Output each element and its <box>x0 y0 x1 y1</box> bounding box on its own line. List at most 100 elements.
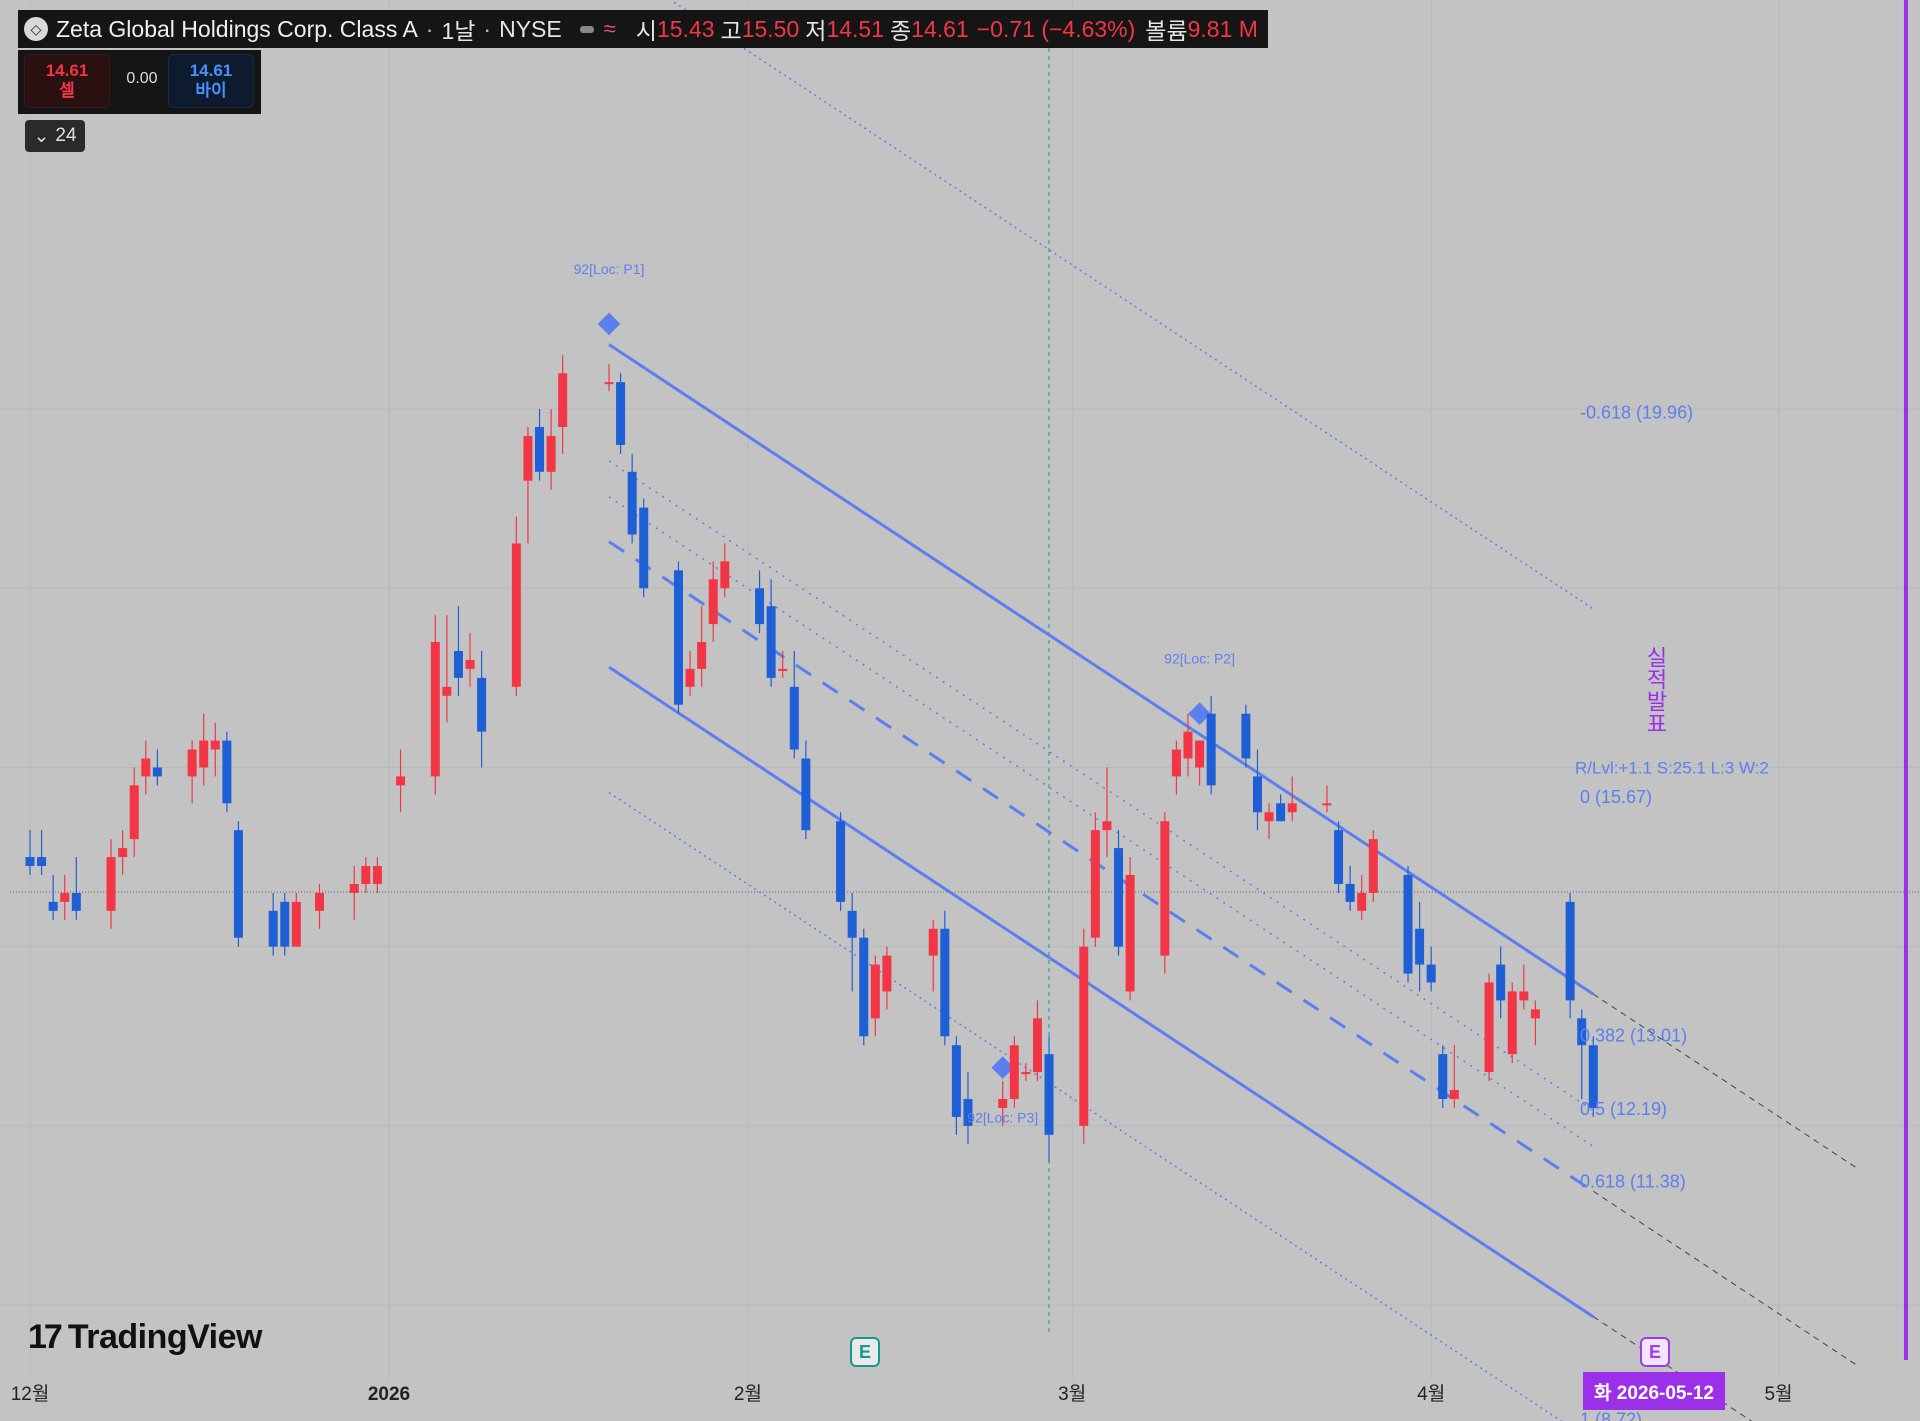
sell-button[interactable]: 14.61 셀 <box>24 54 110 108</box>
candle-body <box>685 668 695 687</box>
candle <box>1125 857 1135 1001</box>
candle-body <box>1009 1045 1019 1099</box>
candle <box>129 767 139 858</box>
tradingview-wordmark: TradingView <box>67 1318 263 1356</box>
candle-body <box>372 866 382 884</box>
channel-lower <box>608 665 1595 1318</box>
candle-body <box>720 561 730 589</box>
earnings-future-icon[interactable]: E <box>1640 1337 1670 1367</box>
tradingview-logo: 17 TradingView <box>28 1318 262 1357</box>
exchange-label: NYSE <box>499 15 562 42</box>
candle-body <box>1334 830 1344 884</box>
open-label: 시 <box>635 18 657 44</box>
candle-body <box>1403 874 1413 974</box>
candle-body <box>1090 830 1100 938</box>
candle <box>720 543 730 598</box>
channel-upper <box>608 343 1595 996</box>
candle <box>1079 928 1089 1144</box>
candle-body <box>1102 821 1112 831</box>
candle <box>847 892 857 992</box>
buy-label: 바이 <box>195 81 227 100</box>
candle <box>1530 1000 1540 1046</box>
candle <box>1484 973 1494 1082</box>
candle-body <box>187 749 197 777</box>
candle <box>118 830 128 875</box>
fib-level-label: -0.618 (19.96) <box>1580 403 1693 423</box>
candle <box>778 650 788 678</box>
candle-body <box>1160 821 1170 956</box>
candle <box>546 409 556 490</box>
candle-body <box>1577 1018 1587 1046</box>
indicators-toggle-button[interactable]: ⌄ 24 <box>25 120 85 152</box>
candle-body <box>963 1098 973 1126</box>
pivot-label: 92[Loc: P2] <box>1164 651 1235 667</box>
candle <box>187 740 197 804</box>
candle <box>928 919 938 992</box>
candle <box>1032 1000 1042 1082</box>
candle <box>315 883 324 929</box>
candle <box>465 633 475 687</box>
time-axis-tick: 4월 <box>1417 1383 1445 1405</box>
candle <box>280 892 290 956</box>
channel-lower-extension <box>1593 1316 1753 1421</box>
fib-level-label: 1 (8.72) <box>1580 1410 1642 1421</box>
candle <box>430 615 440 795</box>
candle <box>766 579 776 687</box>
candle-body <box>697 642 707 669</box>
candle-body <box>1530 1009 1540 1019</box>
candle-body <box>766 606 776 678</box>
spread-value: 0.00 <box>126 70 158 87</box>
candle <box>1241 704 1251 768</box>
candle-body <box>1565 901 1575 1001</box>
high-label: 고 <box>720 18 742 44</box>
pivot-marker <box>1188 702 1211 726</box>
candle <box>222 731 232 813</box>
close-value: 14.61 <box>911 15 969 42</box>
candle-body <box>998 1098 1008 1108</box>
candle-body <box>1322 803 1332 806</box>
wave-icon: ≈ <box>603 16 616 41</box>
candle <box>1264 803 1274 840</box>
time-axis-tick: 3월 <box>1058 1383 1086 1405</box>
interval-label[interactable]: 1날 <box>441 18 476 44</box>
pivot-marker <box>991 1056 1015 1079</box>
candle-body <box>940 928 950 1037</box>
earnings-past-icon[interactable]: E <box>850 1337 880 1367</box>
close-label: 종 <box>890 18 912 44</box>
candle-body <box>60 892 70 902</box>
candle <box>558 355 568 454</box>
candle-body <box>755 588 765 625</box>
grid <box>10 891 1920 893</box>
candle-body <box>708 579 718 625</box>
high-value: 15.50 <box>741 15 800 42</box>
time-axis-tick: 5월 <box>1765 1383 1793 1405</box>
candle-body <box>1368 839 1378 893</box>
candle-body <box>315 892 324 911</box>
channel-outer-lower <box>608 791 1563 1421</box>
time-axis-tick: 12월 <box>11 1383 50 1405</box>
symbol-header[interactable]: ◇ Zeta Global Holdings Corp. Class A · 1… <box>18 10 1268 48</box>
candle <box>1009 1036 1019 1108</box>
candle-body <box>141 758 151 777</box>
candle-body <box>48 901 58 911</box>
candle-body <box>523 435 533 481</box>
low-label: 저 <box>805 18 827 44</box>
candle-body <box>280 901 290 947</box>
candle <box>37 830 47 875</box>
buy-button[interactable]: 14.61 바이 <box>168 54 254 108</box>
candle-body <box>1125 874 1135 992</box>
candle <box>1195 740 1205 786</box>
candle-body <box>616 382 626 445</box>
pivot-label: 92[Loc: P3] <box>967 1110 1038 1126</box>
change-value: −0.71 (−4.63%) <box>976 15 1136 42</box>
channel-dotted-1 <box>608 460 1594 1112</box>
candle <box>1334 821 1344 893</box>
channel-annotation: R/Lvl:+1.1 S:25.1 L:3 W:2 <box>1575 759 1769 778</box>
candle <box>291 892 301 947</box>
candle-body <box>1264 812 1274 822</box>
candle <box>940 910 950 1046</box>
zeta-logo-icon: ◇ <box>24 17 48 41</box>
candle <box>1588 1036 1598 1117</box>
fib-level-label: 0.382 (13.01) <box>1580 1025 1687 1045</box>
